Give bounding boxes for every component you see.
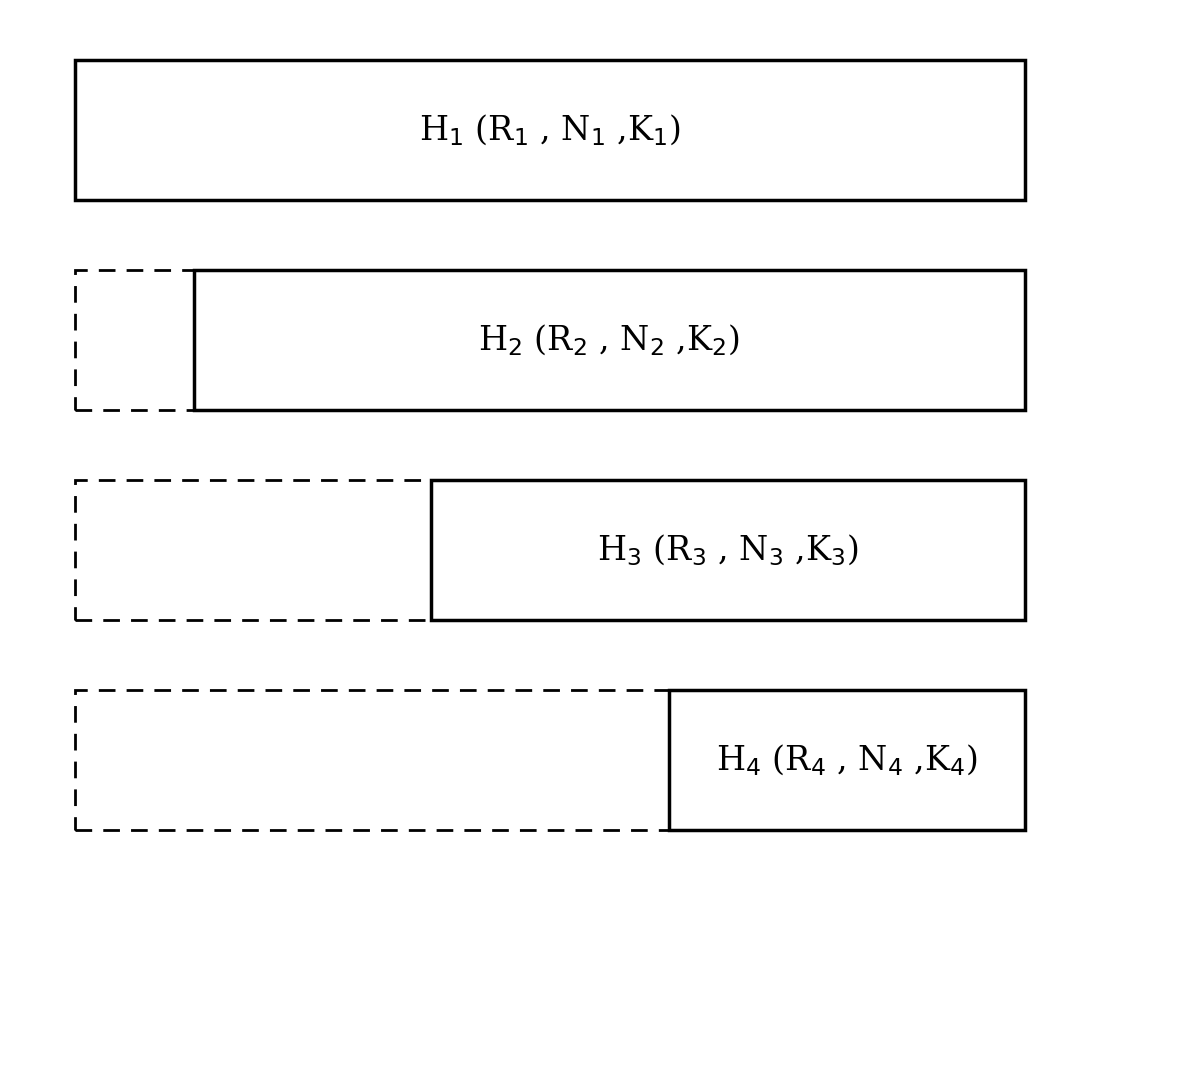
Bar [669,690,1025,830]
Bar [75,480,1025,620]
Text: H$_1$ (R$_1$ , N$_1$ ,K$_1$): H$_1$ (R$_1$ , N$_1$ ,K$_1$) [419,113,681,148]
Text: H$_3$ (R$_3$ , N$_3$ ,K$_3$): H$_3$ (R$_3$ , N$_3$ ,K$_3$) [597,533,859,568]
Text: H$_2$ (R$_2$ , N$_2$ ,K$_2$): H$_2$ (R$_2$ , N$_2$ ,K$_2$) [478,322,740,358]
Bar [432,480,1025,620]
Text: H$_4$ (R$_4$ , N$_4$ ,K$_4$): H$_4$ (R$_4$ , N$_4$ ,K$_4$) [716,742,978,778]
Bar [75,690,1025,830]
Bar [75,60,1025,200]
Bar [75,270,1025,410]
Bar [194,270,1025,410]
